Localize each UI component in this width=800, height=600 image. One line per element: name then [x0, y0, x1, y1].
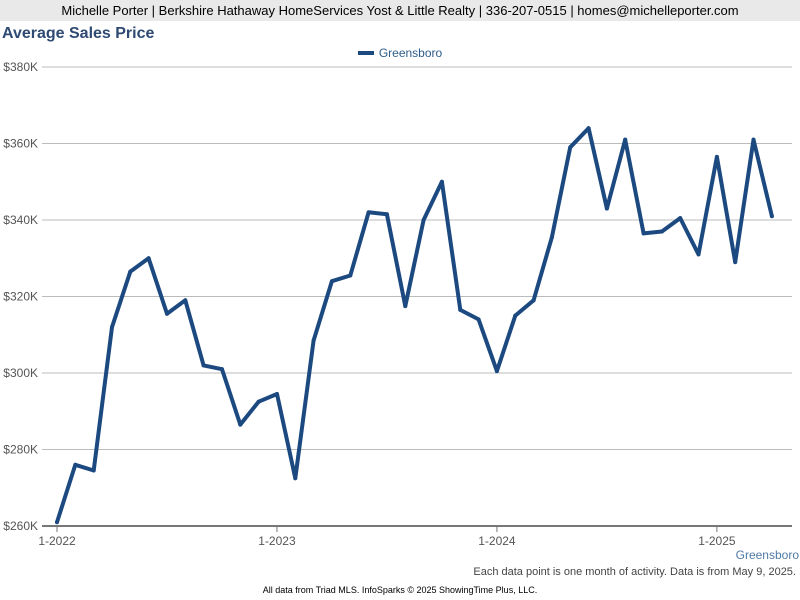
data-point: [439, 179, 444, 184]
chart-legend: Greensboro: [0, 46, 800, 60]
data-point: [513, 313, 518, 318]
data-point: [659, 229, 664, 234]
data-point: [531, 298, 536, 303]
data-point: [403, 304, 408, 309]
y-tick-label: $280K: [3, 443, 38, 457]
data-point: [714, 154, 719, 159]
data-point: [623, 137, 628, 142]
y-tick-label: $380K: [3, 60, 38, 74]
agent-contact-text: Michelle Porter | Berkshire Hathaway Hom…: [61, 3, 739, 18]
y-tick-label: $340K: [3, 213, 38, 227]
series-line: [55, 126, 774, 525]
data-point: [293, 476, 298, 481]
data-point: [476, 317, 481, 322]
data-point: [329, 279, 334, 284]
legend-swatch: [357, 50, 374, 55]
data-point: [164, 311, 169, 316]
data-point: [256, 399, 261, 404]
data-point: [73, 462, 78, 467]
data-point: [604, 206, 609, 211]
x-tick-label: 1-2024: [478, 534, 516, 548]
data-point: [311, 338, 316, 343]
data-point: [549, 235, 554, 240]
data-point: [55, 520, 59, 525]
x-tick-label: 1-2022: [38, 534, 76, 548]
data-point: [733, 260, 738, 265]
data-point: [183, 298, 188, 303]
data-point: [146, 256, 151, 261]
data-point: [494, 369, 499, 374]
agent-contact-bar: Michelle Porter | Berkshire Hathaway Hom…: [0, 0, 800, 21]
y-tick-label: $260K: [3, 519, 38, 533]
data-point: [769, 214, 774, 219]
data-point: [641, 231, 646, 236]
data-point: [201, 363, 206, 368]
x-tick-label: 1-2023: [258, 534, 296, 548]
data-point: [458, 307, 463, 312]
data-note: Each data point is one month of activity…: [473, 566, 796, 578]
data-point: [91, 468, 96, 473]
data-point: [586, 126, 591, 131]
y-tick-label: $300K: [3, 366, 38, 380]
data-point: [128, 269, 133, 274]
data-point: [384, 212, 389, 217]
source-footer: All data from Triad MLS. InfoSparks © 20…: [262, 585, 538, 595]
y-tick-label: $320K: [3, 290, 38, 304]
data-point: [219, 367, 224, 372]
data-point: [348, 273, 353, 278]
data-point: [274, 392, 279, 397]
chart-title: Average Sales Price: [2, 25, 155, 42]
data-point: [366, 210, 371, 215]
line-chart: $260K $280K $300K $320K $340K $360K $380K 1-202…: [3, 60, 792, 548]
data-point: [696, 252, 701, 257]
data-point: [678, 216, 683, 221]
x-tick-label: 1-2025: [698, 534, 736, 548]
data-point: [421, 218, 426, 222]
data-point: [751, 137, 756, 142]
series-end-label: Greensboro: [735, 548, 799, 562]
data-point: [568, 145, 573, 150]
data-point: [109, 325, 114, 330]
y-tick-label: $360K: [3, 137, 38, 151]
data-point: [238, 422, 243, 427]
legend-label: Greensboro: [378, 46, 443, 60]
